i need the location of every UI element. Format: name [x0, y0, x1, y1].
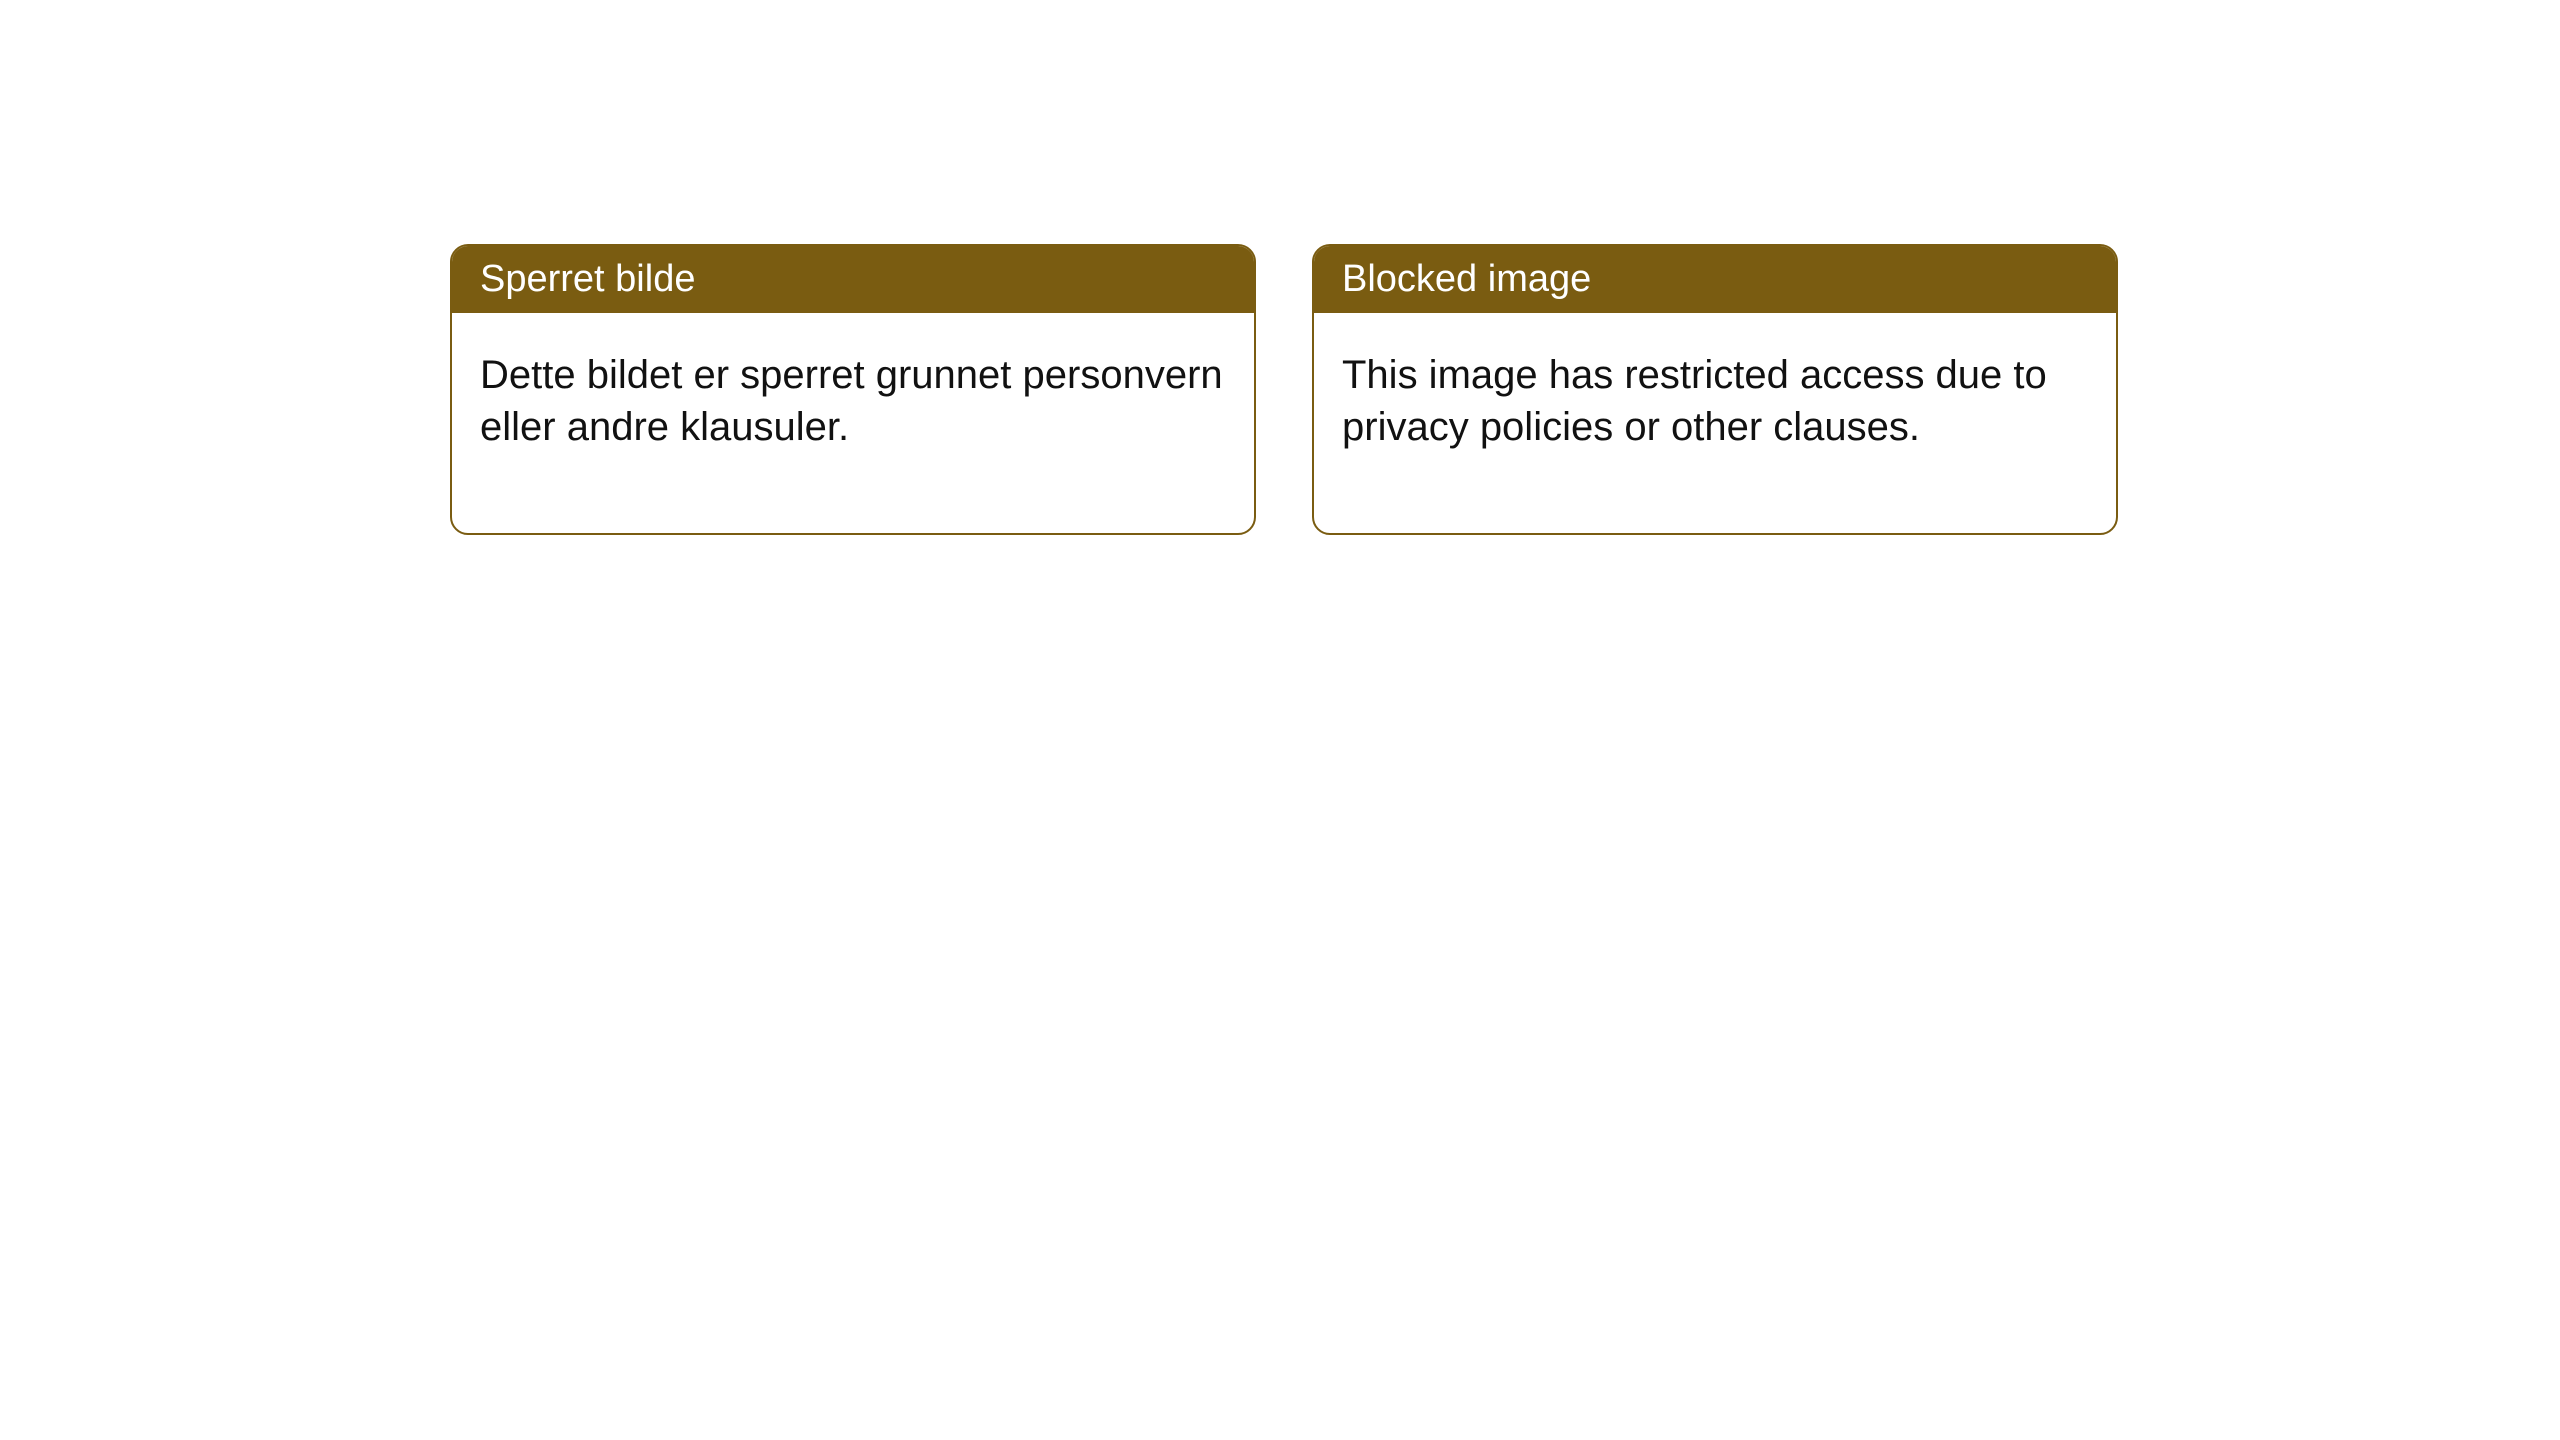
- notice-card-english: Blocked image This image has restricted …: [1312, 244, 2118, 535]
- notice-card-norwegian: Sperret bilde Dette bildet er sperret gr…: [450, 244, 1256, 535]
- notice-container: Sperret bilde Dette bildet er sperret gr…: [450, 244, 2118, 535]
- card-header: Blocked image: [1314, 246, 2116, 313]
- card-header: Sperret bilde: [452, 246, 1254, 313]
- card-body: Dette bildet er sperret grunnet personve…: [452, 313, 1254, 533]
- card-body: This image has restricted access due to …: [1314, 313, 2116, 533]
